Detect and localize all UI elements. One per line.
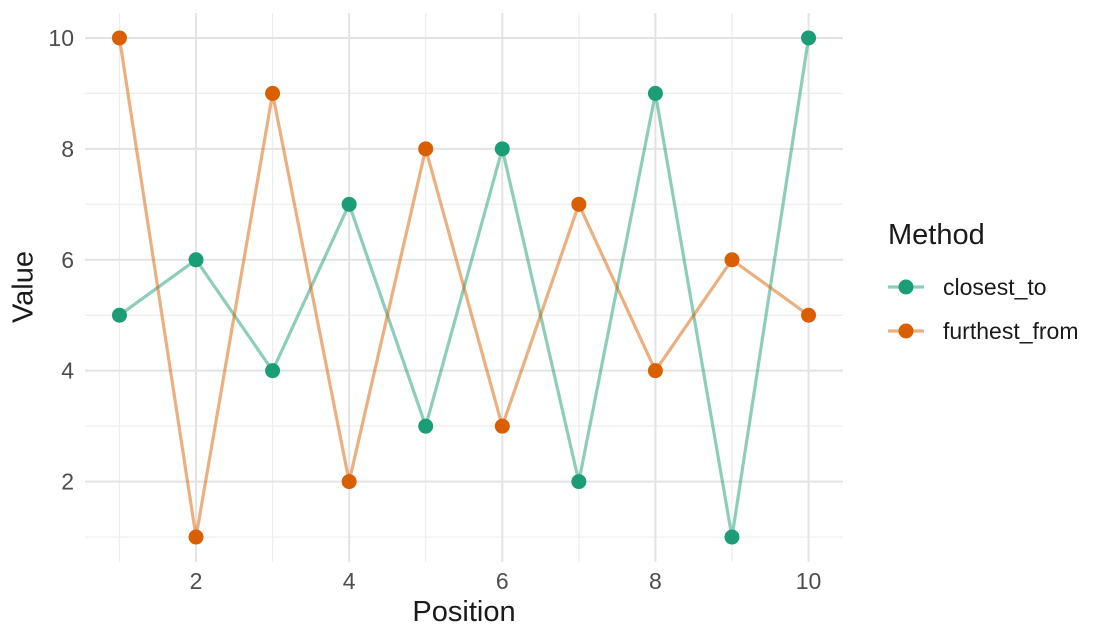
data-point-furthest_from xyxy=(647,363,663,379)
y-tick-label: 2 xyxy=(61,469,74,495)
x-axis-title: Position xyxy=(412,596,516,628)
y-axis-title: Value xyxy=(7,250,40,324)
data-point-furthest_from xyxy=(111,30,127,46)
legend-item-furthest-from: furthest_from xyxy=(888,309,1079,353)
legend-label-closest-to: closest_to xyxy=(943,273,1047,300)
data-point-closest_to xyxy=(724,529,740,545)
data-point-closest_to xyxy=(494,141,510,157)
data-point-closest_to xyxy=(571,474,587,490)
data-point-furthest_from xyxy=(418,141,434,157)
data-point-furthest_from xyxy=(801,307,817,323)
data-point-closest_to xyxy=(341,196,357,212)
data-point-furthest_from xyxy=(341,474,357,490)
data-point-furthest_from xyxy=(265,85,281,101)
data-point-furthest_from xyxy=(571,196,587,212)
series-line-furthest_from xyxy=(117,36,811,539)
x-tick-label: 4 xyxy=(343,568,356,594)
y-tick-label: 10 xyxy=(48,25,74,51)
legend-key-closest-to-icon xyxy=(888,269,924,305)
y-tick-label: 4 xyxy=(61,358,74,384)
data-point-closest_to xyxy=(801,30,817,46)
data-point-closest_to xyxy=(418,418,434,434)
data-point-closest_to xyxy=(188,252,204,268)
y-tick-label: 6 xyxy=(61,247,74,273)
data-point-closest_to xyxy=(265,363,281,379)
data-point-closest_to xyxy=(647,85,663,101)
x-tick-label: 2 xyxy=(190,568,203,594)
x-tick-label: 10 xyxy=(796,568,822,594)
x-tick-label: 6 xyxy=(496,568,509,594)
data-point-furthest_from xyxy=(188,529,204,545)
data-point-furthest_from xyxy=(724,252,740,268)
data-point-closest_to xyxy=(111,307,127,323)
legend-title: Method xyxy=(888,219,985,251)
legend: Method closest_to furthest_from xyxy=(888,219,1079,353)
legend-key-furthest-from-icon xyxy=(888,313,924,349)
y-tick-label: 8 xyxy=(61,136,74,162)
legend-label-furthest-from: furthest_from xyxy=(943,317,1079,344)
data-point-furthest_from xyxy=(494,418,510,434)
x-tick-label: 8 xyxy=(649,568,662,594)
legend-item-closest-to: closest_to xyxy=(888,265,1079,309)
